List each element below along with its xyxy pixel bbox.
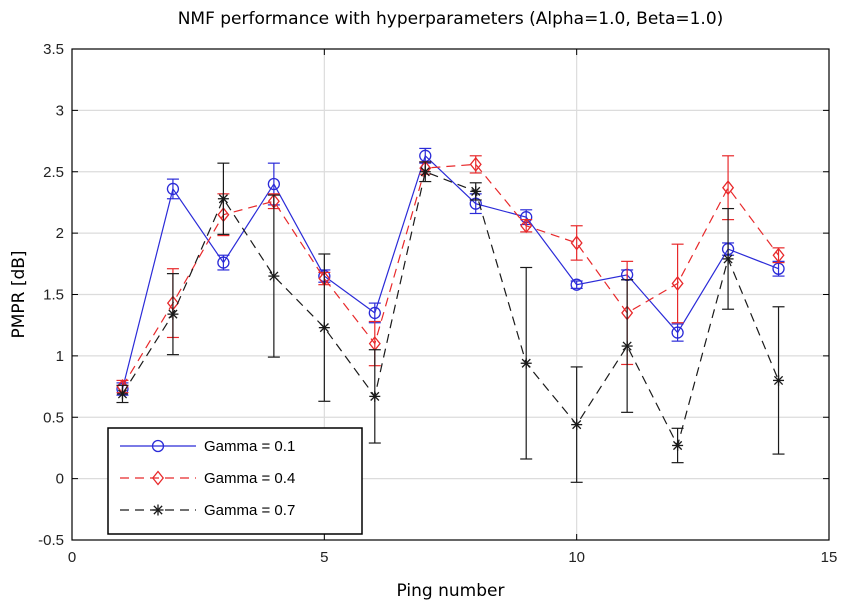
series-line bbox=[121, 163, 780, 387]
legend-entry: Gamma = 0.7 bbox=[120, 502, 295, 519]
y-tick-label: 2.5 bbox=[43, 164, 64, 181]
series-line bbox=[121, 170, 780, 448]
error-bar bbox=[166, 178, 179, 200]
data-point bbox=[267, 177, 281, 191]
data-point bbox=[772, 247, 785, 263]
data-point bbox=[116, 388, 128, 400]
data-point bbox=[520, 218, 533, 234]
error-bar bbox=[671, 243, 684, 324]
x-tick-label: 5 bbox=[320, 549, 328, 566]
data-point bbox=[166, 182, 180, 196]
data-point bbox=[318, 322, 330, 334]
data-point bbox=[369, 390, 381, 402]
legend-marker bbox=[151, 470, 165, 486]
y-axis-label: PMPR [dB] bbox=[9, 250, 29, 338]
error-bar bbox=[368, 302, 381, 324]
y-tick-label: 0.5 bbox=[43, 409, 64, 426]
data-point bbox=[570, 278, 583, 291]
series-line bbox=[121, 154, 779, 390]
legend-label: Gamma = 0.7 bbox=[204, 502, 295, 519]
data-point bbox=[722, 253, 734, 265]
series-2 bbox=[116, 155, 785, 395]
y-tick-label: 2 bbox=[56, 225, 64, 242]
y-tick-label: 1 bbox=[56, 348, 64, 365]
legend-label: Gamma = 0.4 bbox=[204, 470, 295, 487]
x-tick-label: 10 bbox=[568, 549, 585, 566]
data-point bbox=[671, 275, 684, 291]
data-point bbox=[671, 326, 684, 339]
data-point bbox=[167, 308, 179, 320]
legend-marker bbox=[152, 504, 164, 516]
chart-title: NMF performance with hyperparameters (Al… bbox=[178, 9, 724, 29]
error-bar bbox=[570, 225, 583, 261]
y-tick-label: 3.5 bbox=[43, 41, 64, 58]
data-point bbox=[672, 439, 684, 451]
data-point bbox=[469, 156, 482, 172]
legend-entry: Gamma = 0.4 bbox=[120, 470, 295, 487]
x-tick-label: 15 bbox=[821, 549, 838, 566]
y-tick-label: 0 bbox=[56, 471, 64, 488]
data-point bbox=[368, 306, 381, 320]
data-point bbox=[419, 166, 431, 178]
legend-marker bbox=[151, 439, 165, 453]
legend-entry: Gamma = 0.1 bbox=[120, 438, 295, 455]
data-point bbox=[773, 374, 785, 386]
series-3 bbox=[116, 161, 785, 483]
data-point bbox=[217, 256, 230, 269]
data-point bbox=[470, 185, 482, 197]
x-tick-label: 0 bbox=[68, 549, 76, 566]
data-point bbox=[571, 419, 583, 431]
y-tick-label: 3 bbox=[56, 102, 64, 119]
y-tick-label: 1.5 bbox=[43, 287, 64, 304]
legend-label: Gamma = 0.1 bbox=[204, 438, 295, 455]
ticks: 0 5 10 15-0.500.511.522.533.5 bbox=[38, 41, 837, 566]
error-bar bbox=[772, 247, 785, 264]
data-point bbox=[621, 340, 633, 352]
data-point bbox=[722, 180, 735, 196]
y-tick-label: -0.5 bbox=[38, 532, 64, 549]
data-point bbox=[570, 235, 583, 251]
data-point bbox=[772, 262, 785, 275]
legend: Gamma = 0.1 Gamma = 0.4 Gamma = 0.7 bbox=[107, 427, 363, 535]
series-layer bbox=[116, 147, 785, 483]
data-point bbox=[268, 270, 280, 282]
data-point bbox=[520, 357, 532, 369]
data-point bbox=[217, 193, 229, 205]
x-axis-label: Ping number bbox=[397, 581, 505, 601]
